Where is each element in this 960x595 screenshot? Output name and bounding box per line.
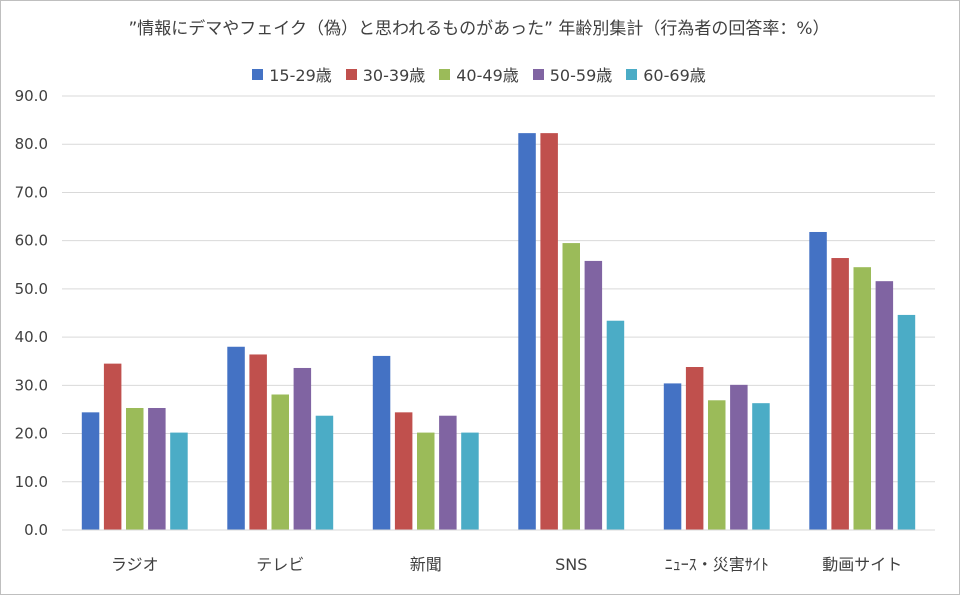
legend-label: 60-69歳 <box>643 66 706 85</box>
bar <box>372 355 391 530</box>
bar <box>685 367 704 530</box>
legend-swatch <box>252 68 264 80</box>
bar <box>875 281 894 530</box>
legend-label: 30-39歳 <box>362 66 426 85</box>
x-category-label: ﾆｭｰｽ・災害ｻｲﾄ <box>665 555 769 574</box>
y-tick-label: 50.0 <box>15 280 48 298</box>
chart-title: ”情報にデマやフェイク（偽）と思われるものがあった” 年齢別集計（行為者の回答率… <box>128 19 830 39</box>
legend-swatch <box>439 68 451 80</box>
bar <box>518 133 536 530</box>
bar <box>663 383 682 530</box>
legend-item-3: 50-59歳 <box>532 62 613 86</box>
bar <box>752 403 770 530</box>
bar <box>831 258 849 530</box>
legend-item-4: 60-69歳 <box>626 62 706 86</box>
bar <box>897 314 916 530</box>
bar <box>315 415 334 530</box>
bar <box>417 432 435 530</box>
bar <box>562 243 580 531</box>
y-tick-label: 80.0 <box>15 135 48 153</box>
legend-item-0: 15-29歳 <box>252 62 332 86</box>
y-tick-label: 70.0 <box>15 183 48 201</box>
bar <box>606 320 625 530</box>
y-tick-label: 60.0 <box>15 232 48 250</box>
y-tick-label: 0.0 <box>24 521 48 539</box>
x-category-label: 新聞 <box>410 555 442 574</box>
x-category-label: 動画サイト <box>822 555 902 574</box>
bar <box>293 367 312 530</box>
chart-legend: 15-29歳 30-39歳 40-49歳 50-59歳 60-69歳 <box>0 62 958 86</box>
bar <box>809 231 827 530</box>
bar <box>170 432 188 530</box>
x-category-label: ラジオ <box>111 555 159 574</box>
bar <box>439 415 457 530</box>
y-tick-label: 40.0 <box>15 328 48 346</box>
bar <box>540 133 558 530</box>
bar <box>461 432 479 530</box>
bar <box>249 354 267 530</box>
legend-item-1: 30-39歳 <box>345 62 426 86</box>
legend-label: 40-49歳 <box>456 66 519 85</box>
x-category-label: SNS <box>555 555 587 574</box>
legend-swatch <box>626 68 638 80</box>
bar <box>730 384 748 530</box>
legend-item-2: 40-49歳 <box>439 62 519 86</box>
y-tick-label: 90.0 <box>15 87 48 105</box>
y-tick-label: 30.0 <box>15 376 48 394</box>
bar <box>394 412 413 530</box>
bar <box>853 267 871 530</box>
bar <box>103 363 122 530</box>
legend-label: 50-59歳 <box>549 66 613 85</box>
legend-label: 15-29歳 <box>269 66 332 85</box>
y-tick-label: 10.0 <box>15 473 48 491</box>
bar <box>148 407 166 530</box>
bar <box>227 346 245 530</box>
bar <box>708 400 726 530</box>
bar <box>81 412 100 530</box>
y-tick-label: 20.0 <box>15 425 48 443</box>
bar <box>271 394 289 530</box>
bar <box>126 407 144 530</box>
legend-swatch <box>345 68 357 80</box>
legend-swatch <box>532 68 544 80</box>
bar <box>584 260 603 530</box>
x-category-label: テレビ <box>256 555 304 574</box>
